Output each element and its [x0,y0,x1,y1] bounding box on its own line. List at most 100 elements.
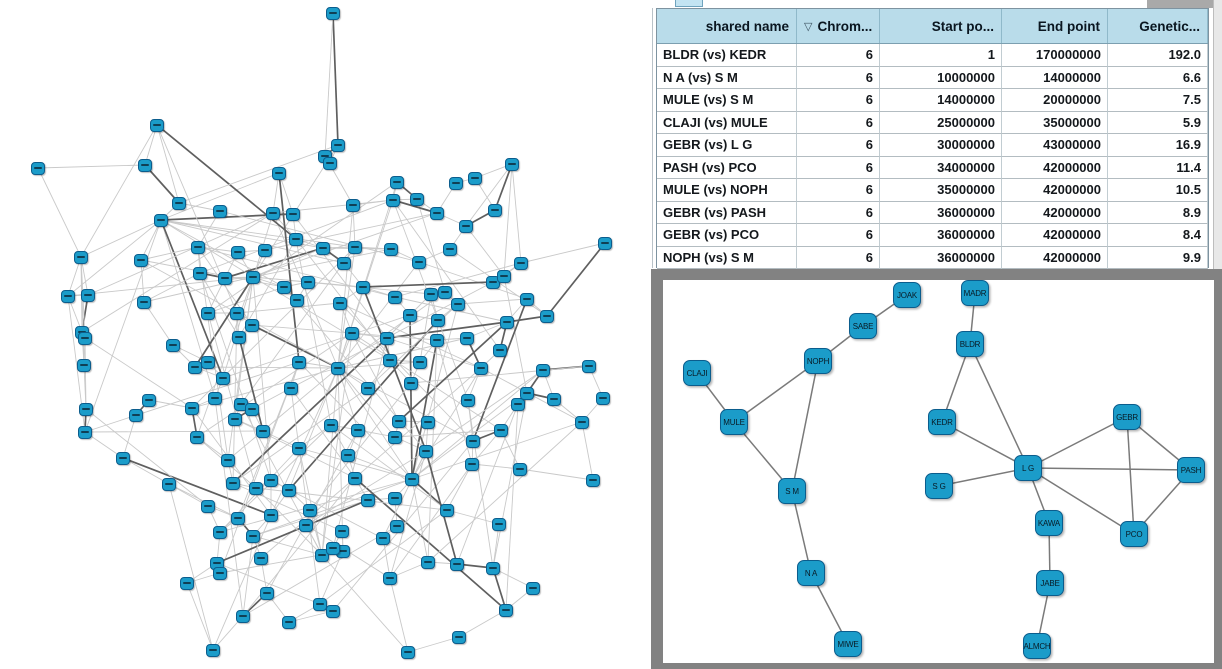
network-node[interactable] [514,257,528,270]
network-node[interactable] [162,478,176,491]
network-node[interactable] [536,364,550,377]
column-header-start-position[interactable]: Start po... [880,9,1002,43]
network-node[interactable] [236,610,250,623]
network-node[interactable] [421,556,435,569]
network-node[interactable] [324,419,338,432]
network-node[interactable] [392,415,406,428]
network-node[interactable] [313,598,327,611]
network-node[interactable] [493,344,507,357]
network-node[interactable] [443,243,457,256]
network-node[interactable] [438,286,452,299]
network-node[interactable] [401,646,415,659]
network-node[interactable] [292,442,306,455]
network-node[interactable] [166,339,180,352]
network-node[interactable] [356,281,370,294]
network-node[interactable] [213,526,227,539]
network-node[interactable] [116,452,130,465]
network-node[interactable] [290,294,304,307]
network-node[interactable] [78,332,92,345]
network-node[interactable]: MIWE [834,631,862,657]
network-node[interactable] [188,361,202,374]
network-node[interactable] [231,512,245,525]
network-node[interactable] [440,504,454,517]
network-node[interactable] [289,233,303,246]
network-node[interactable] [323,157,337,170]
network-node[interactable] [449,177,463,190]
network-node[interactable] [316,242,330,255]
filter-icon[interactable]: ▽ [804,20,813,33]
table-row[interactable]: GEBR (vs) PASH 6 36000000 42000000 8.9 [657,201,1208,224]
network-node[interactable] [315,549,329,562]
subnetwork-canvas[interactable]: JOAK SABE NOPH CLAJI MULE S M N A MIWE MADR BLDR K… [663,280,1214,663]
network-node[interactable] [201,307,215,320]
network-node[interactable] [228,413,242,426]
network-node[interactable] [413,356,427,369]
network-node[interactable]: S M [778,478,806,504]
network-node[interactable] [345,327,359,340]
network-node[interactable] [346,199,360,212]
network-node[interactable] [337,257,351,270]
network-node[interactable] [388,492,402,505]
network-node[interactable] [78,426,92,439]
network-node[interactable] [201,500,215,513]
network-node[interactable] [31,162,45,175]
network-node[interactable] [272,167,286,180]
table-row[interactable]: CLAJI (vs) MULE 6 25000000 35000000 5.9 [657,111,1208,134]
network-node[interactable] [245,403,259,416]
network-node[interactable] [79,403,93,416]
network-node[interactable] [540,310,554,323]
network-node[interactable] [424,288,438,301]
network-node[interactable] [208,392,222,405]
network-node[interactable] [380,332,394,345]
network-node[interactable] [405,473,419,486]
network-node[interactable] [390,176,404,189]
network-node[interactable] [547,393,561,406]
network-node[interactable] [488,204,502,217]
network-node[interactable]: JABE [1036,570,1064,596]
network-node[interactable] [326,542,340,555]
network-node[interactable] [286,208,300,221]
network-node[interactable] [326,7,340,20]
network-node[interactable] [419,445,433,458]
table-scrollbar[interactable] [1213,0,1222,269]
network-node[interactable] [81,289,95,302]
network-node[interactable] [218,272,232,285]
network-node[interactable] [150,119,164,132]
network-node[interactable] [492,518,506,531]
column-header-shared-name[interactable]: shared name [657,9,797,43]
network-node[interactable] [301,276,315,289]
network-node[interactable] [421,416,435,429]
overview-network-canvas[interactable] [0,0,651,669]
network-node[interactable] [256,425,270,438]
network-node[interactable] [598,237,612,250]
network-node[interactable] [299,519,313,532]
network-node[interactable] [465,458,479,471]
network-node[interactable] [277,281,291,294]
network-node[interactable] [282,616,296,629]
network-node[interactable] [61,290,75,303]
network-node[interactable]: CLAJI [683,360,711,386]
network-node[interactable] [129,409,143,422]
table-row[interactable]: GEBR (vs) PCO 6 36000000 42000000 8.4 [657,224,1208,247]
network-node[interactable] [383,572,397,585]
network-node[interactable] [191,241,205,254]
network-node[interactable]: KEDR [928,409,956,435]
network-node[interactable] [459,220,473,233]
network-node[interactable] [180,577,194,590]
network-node[interactable] [266,207,280,220]
network-node[interactable] [575,416,589,429]
table-row[interactable]: PASH (vs) PCO 6 34000000 42000000 11.4 [657,156,1208,179]
network-node[interactable] [138,159,152,172]
network-node[interactable] [137,296,151,309]
network-node[interactable] [246,530,260,543]
network-node[interactable] [245,319,259,332]
network-node[interactable]: L G [1014,455,1042,481]
network-node[interactable] [586,474,600,487]
network-node[interactable] [284,382,298,395]
network-node[interactable]: S G [925,473,953,499]
network-node[interactable]: KAWA [1035,510,1063,536]
network-node[interactable] [185,402,199,415]
network-node[interactable] [388,431,402,444]
network-node[interactable]: NOPH [804,348,832,374]
network-node[interactable] [206,644,220,657]
